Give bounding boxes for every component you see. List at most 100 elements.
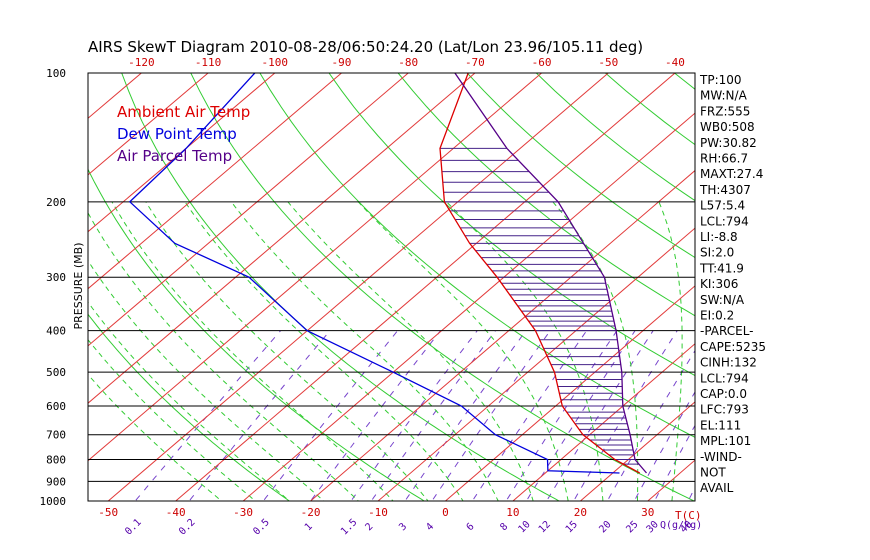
dry-adiabat-line [813, 73, 870, 510]
moist-adiabat-line [88, 211, 360, 501]
mixing-ratio-tick-label: 25 [624, 519, 640, 535]
stability-index-text: L57:5.4 [700, 199, 745, 213]
ambient-air-temp-line [439, 73, 641, 474]
dry-adiabat-line [121, 73, 561, 501]
isotherm-line [88, 73, 410, 347]
chart-title: AIRS SkewT Diagram 2010-08-28/06:50:24.2… [88, 38, 643, 56]
mixing-ratio-lines [134, 330, 695, 501]
pressure-tick-label: 900 [46, 475, 66, 488]
pressure-tick-label: 1000 [40, 495, 67, 508]
moist-adiabat-line [230, 201, 499, 501]
mixing-ratio-tick-label: 12 [537, 519, 553, 535]
moist-adiabat-line [88, 301, 291, 501]
stability-index-text: LCL:794 [700, 371, 749, 385]
isotherm-line [107, 73, 610, 501]
mixing-ratio-tick-label: 4 [424, 521, 436, 533]
bottom-temp-tick-label: -40 [166, 506, 186, 519]
isotherm-line [88, 73, 276, 233]
pressure-tick-label: 600 [46, 400, 66, 413]
top-temp-tick-label: -60 [532, 56, 552, 69]
mixing-ratio-line [431, 330, 551, 501]
stability-index-text: FRZ:555 [700, 104, 750, 118]
mixing-ratio-line [309, 330, 441, 501]
pressure-tick-label: 200 [46, 196, 66, 209]
mixing-ratio-tick-label: 0.5 [251, 517, 272, 538]
pressure-tick-label: 100 [46, 67, 66, 80]
mixing-ratio-line [546, 330, 654, 501]
dry-adiabat-line [190, 73, 695, 501]
isotherm-line [88, 73, 343, 290]
stability-index-text: KI:306 [700, 277, 738, 291]
moist-adiabats [88, 201, 683, 501]
dry-adiabat-line [466, 73, 695, 259]
cape-hatching [440, 147, 639, 465]
bottom-temp-tick-label: 10 [506, 506, 519, 519]
mixing-ratio-tick-label: 20 [597, 519, 613, 535]
moist-adiabat-line [658, 201, 683, 501]
stability-index-text: CINH:132 [700, 356, 757, 370]
isotherm-line [88, 73, 476, 404]
mixing-ratio-line [370, 330, 496, 501]
moist-adiabat-line [357, 201, 569, 501]
dry-adiabat-line [397, 73, 695, 317]
isotherm-line [88, 73, 209, 176]
mixing-ratio-tick-label: 15 [564, 519, 580, 535]
stability-index-text: MW:N/A [700, 89, 748, 103]
mixing-ratio-tick-label: 8 [498, 521, 510, 533]
stability-index-text: TP:100 [699, 73, 742, 87]
moist-adiabat-line [111, 201, 394, 501]
top-temp-tick-label: -70 [465, 56, 485, 69]
legend-ambient-air-temp: Ambient Air Temp [117, 103, 250, 121]
dry-adiabat-line [328, 73, 695, 377]
mixing-ratio-tick-label: 10 [516, 519, 532, 535]
top-temp-tick-label: -100 [262, 56, 289, 69]
bottom-temp-tick-label: 30 [641, 506, 654, 519]
stability-index-text: CAP:0.0 [700, 387, 747, 401]
bottom-temp-tick-label: 20 [574, 506, 587, 519]
isotherm-line [174, 73, 676, 501]
isotherm-line [309, 169, 695, 501]
top-temp-tick-label: -80 [398, 56, 418, 69]
mixing-ratio-line [653, 424, 695, 501]
moist-adiabat-line [88, 373, 223, 501]
mixing-ratio-line [134, 330, 281, 501]
stability-index-text: EL:111 [700, 418, 741, 432]
stability-index-text: -PARCEL- [700, 324, 754, 338]
mixing-ratio-tick-label: 2 [363, 521, 375, 533]
plot-frame [87, 72, 696, 502]
stability-index-text: RH:66.7 [700, 152, 748, 166]
moist-adiabat-line [88, 338, 257, 501]
mixing-ratio-tick-label: 3 [397, 521, 409, 533]
mixing-ratio-line [633, 391, 695, 501]
mixing-ratio-line [573, 330, 678, 501]
top-temp-tick-label: -90 [332, 56, 352, 69]
stability-index-text: MAXT:27.4 [700, 167, 763, 181]
mixing-ratio-tick-label: 1.5 [339, 517, 360, 538]
mixing-ratio-tick-label: 1 [303, 521, 315, 533]
mixing-ratio-line [188, 330, 331, 501]
dew-point-temp-line [128, 73, 620, 474]
sounding-profiles [128, 73, 647, 474]
bottom-temp-tick-label: 0 [442, 506, 449, 519]
isotherm-line [242, 112, 695, 501]
pressure-tick-label: 500 [46, 366, 66, 379]
mixing-ratio-tick-label: 6 [465, 521, 477, 533]
isotherm-lines [88, 73, 695, 501]
top-temp-tick-label: -50 [598, 56, 618, 69]
mixing-ratio-tick-label: 0.2 [177, 517, 198, 538]
pressure-tick-label: 400 [46, 325, 66, 338]
isotherm-line [88, 73, 543, 462]
top-temp-tick-label: -120 [128, 56, 155, 69]
stability-index-text: AVAIL [700, 481, 734, 495]
dry-adiabat-line [88, 313, 291, 501]
stability-index-text: NOT [700, 466, 726, 480]
moist-adiabat-line [184, 201, 464, 501]
stability-index-text: EI:0.2 [700, 309, 734, 323]
stability-index-text: -WIND- [700, 450, 742, 464]
pressure-tick-label: 300 [46, 271, 66, 284]
bottom-temp-tick-label: -20 [301, 506, 321, 519]
pressure-tick-label: 700 [46, 429, 66, 442]
stability-index-text: SI:2.0 [700, 246, 734, 260]
